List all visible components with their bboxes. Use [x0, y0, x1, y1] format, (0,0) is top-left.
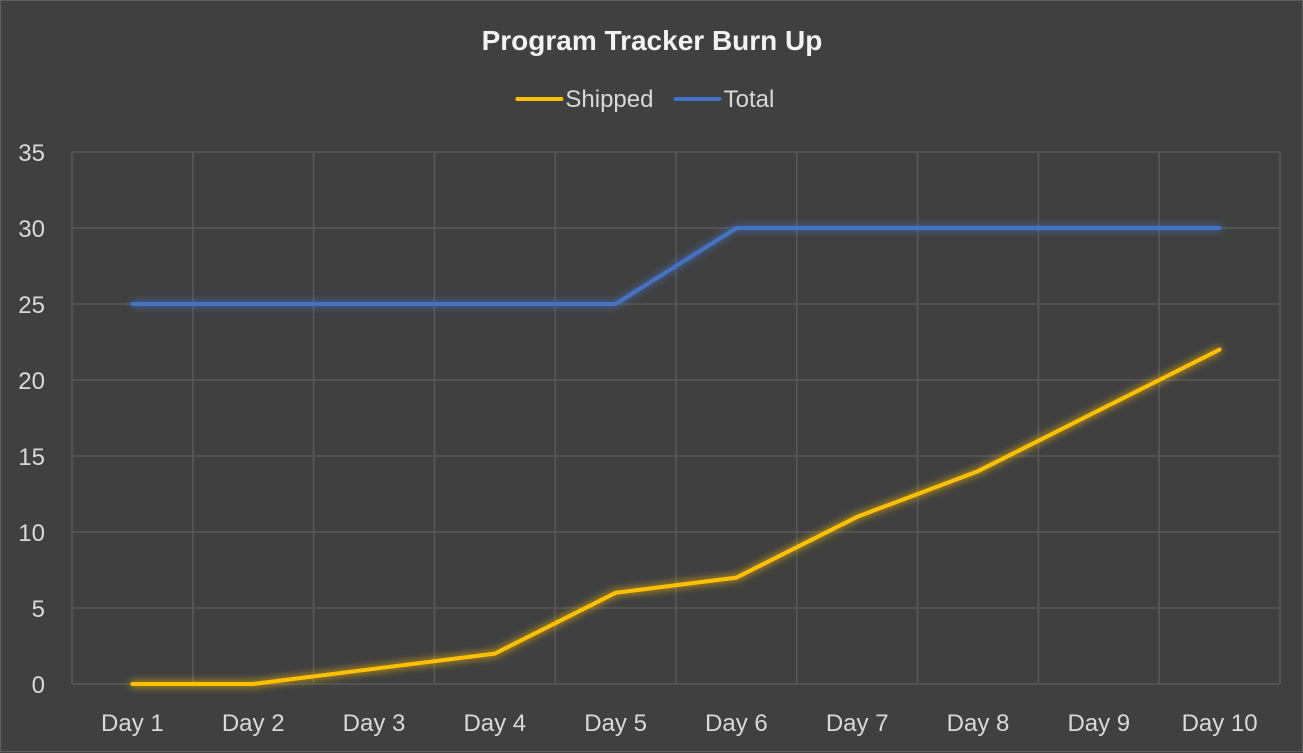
- legend-label: Total: [724, 86, 775, 113]
- data-point-total: [131, 303, 133, 305]
- x-tick-label: Day 10: [1182, 710, 1258, 737]
- data-point-shipped: [856, 516, 858, 518]
- legend-item-shipped: Shipped: [515, 86, 653, 113]
- x-tick-label: Day 7: [826, 710, 889, 737]
- x-tick-label: Day 1: [101, 710, 164, 737]
- chart-title: Program Tracker Burn Up: [482, 25, 823, 56]
- y-tick-label: 30: [18, 216, 45, 243]
- y-tick-label: 5: [32, 596, 45, 623]
- chart-grid: [71, 151, 1281, 685]
- data-point-total: [1098, 227, 1100, 229]
- data-point-total: [977, 227, 979, 229]
- data-point-shipped: [1098, 409, 1100, 411]
- x-tick-label: Day 8: [947, 710, 1010, 737]
- x-tick-label: Day 9: [1067, 710, 1130, 737]
- x-tick-label: Day 4: [463, 710, 526, 737]
- x-tick-label: Day 5: [584, 710, 647, 737]
- y-tick-label: 10: [18, 520, 45, 547]
- series-line-total: [130, 226, 1222, 306]
- data-point-shipped: [373, 668, 375, 670]
- data-point-total: [735, 227, 737, 229]
- data-point-total: [856, 227, 858, 229]
- data-point-total: [615, 303, 617, 305]
- data-point-shipped: [1219, 349, 1221, 351]
- y-tick-label: 20: [18, 368, 45, 395]
- data-point-shipped: [977, 470, 979, 472]
- chart-legend: Shipped Total: [515, 86, 775, 113]
- data-point-shipped: [615, 592, 617, 594]
- data-point-total: [494, 303, 496, 305]
- data-point-total: [373, 303, 375, 305]
- data-point-shipped: [494, 653, 496, 655]
- series-line-shipped: [130, 347, 1222, 686]
- legend-item-total: Total: [673, 86, 775, 113]
- x-tick-label: Day 6: [705, 710, 768, 737]
- data-point-total: [1219, 227, 1221, 229]
- legend-label: Shipped: [565, 86, 653, 113]
- chart-series: [130, 226, 1222, 686]
- x-tick-label: Day 2: [222, 710, 285, 737]
- data-point-shipped: [131, 683, 133, 685]
- data-point-shipped: [735, 577, 737, 579]
- data-point-shipped: [252, 683, 254, 685]
- y-tick-label: 25: [18, 292, 45, 319]
- y-tick-label: 15: [18, 444, 45, 471]
- x-tick-label: Day 3: [343, 710, 406, 737]
- y-tick-label: 0: [32, 672, 45, 699]
- y-tick-label: 35: [18, 140, 45, 167]
- x-axis-ticks: Day 1 Day 2 Day 3 Day 4 Day 5 Day 6 Day 7 Day 8…: [101, 710, 1258, 737]
- y-axis-ticks: 0 5 10 15 20 25 30 35: [18, 140, 45, 699]
- data-point-total: [252, 303, 254, 305]
